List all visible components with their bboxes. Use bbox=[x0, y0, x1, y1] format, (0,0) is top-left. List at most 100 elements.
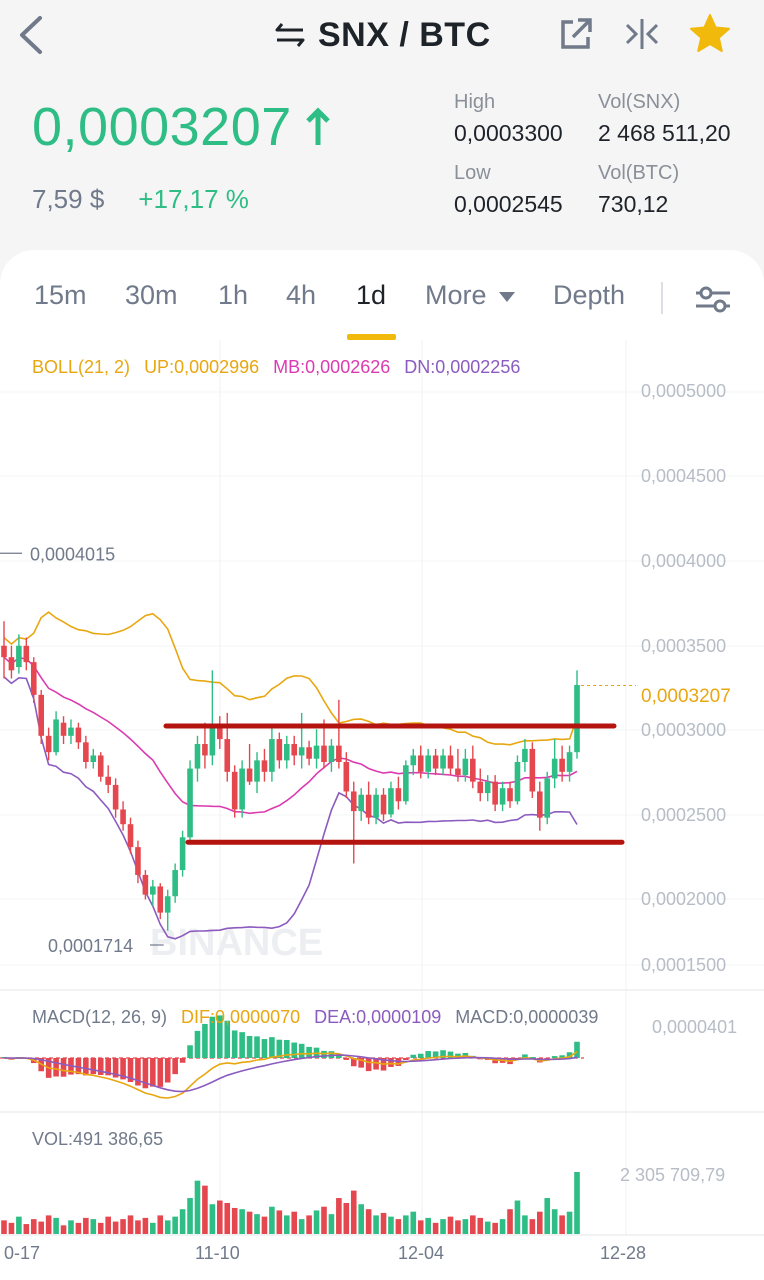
candle-body bbox=[194, 743, 201, 769]
external-link-icon[interactable] bbox=[556, 14, 596, 54]
candle bbox=[75, 722, 82, 749]
candle bbox=[395, 776, 402, 810]
tab-depth[interactable]: Depth bbox=[553, 280, 626, 310]
stat-low: Low 0,0002545 bbox=[454, 162, 563, 218]
candle bbox=[455, 748, 461, 782]
candle-body bbox=[343, 761, 350, 792]
candle-body bbox=[417, 755, 424, 772]
volume-bar bbox=[246, 1211, 253, 1234]
tab-1d[interactable]: 1d bbox=[356, 280, 387, 310]
pair-selector[interactable]: SNX / BTC bbox=[274, 14, 491, 56]
candle-body bbox=[492, 781, 498, 805]
volume-bar bbox=[373, 1215, 379, 1234]
volume-bar bbox=[306, 1215, 312, 1234]
candle bbox=[432, 748, 439, 776]
macd-histogram-bar bbox=[343, 1058, 350, 1060]
volume-bar bbox=[365, 1209, 372, 1234]
candle-body bbox=[120, 809, 126, 825]
candle bbox=[529, 742, 536, 799]
candle bbox=[239, 760, 245, 818]
volume-bar bbox=[150, 1222, 156, 1234]
chevron-left-icon[interactable] bbox=[14, 12, 50, 58]
macd-histogram-bar bbox=[239, 1032, 245, 1058]
macd-histogram-bar bbox=[440, 1050, 446, 1058]
candle-body bbox=[328, 745, 335, 762]
volume-bar bbox=[455, 1220, 461, 1234]
candle bbox=[120, 801, 126, 831]
interval-tabs: 15m 30m 1h 4h 1d More Depth bbox=[0, 268, 764, 338]
volume-bar bbox=[536, 1211, 543, 1234]
tab-15m[interactable]: 15m bbox=[34, 280, 87, 310]
candle bbox=[194, 735, 201, 782]
candle-body bbox=[164, 896, 171, 913]
candle-body bbox=[373, 794, 379, 818]
low-marker-label: 0,0001714 bbox=[48, 936, 133, 956]
candle-body bbox=[514, 761, 521, 802]
y-tick-4: 0,0003500 bbox=[641, 636, 727, 656]
candle-body bbox=[16, 645, 22, 668]
macd-value: MACD:0,0000039 bbox=[455, 1007, 599, 1027]
y-tick-5: 0,0003000 bbox=[641, 720, 727, 740]
candle-body bbox=[231, 771, 238, 810]
candle-body bbox=[470, 758, 476, 782]
candle-body bbox=[529, 748, 536, 792]
volume-bar bbox=[559, 1215, 565, 1234]
volume-legend: VOL:491 386,65 bbox=[32, 1129, 164, 1149]
macd-histogram-bar bbox=[559, 1055, 565, 1058]
candle bbox=[388, 781, 394, 818]
macd-histogram-bar bbox=[112, 1058, 119, 1078]
volume-bar bbox=[135, 1220, 141, 1234]
y-tick-3: 0,0004000 bbox=[641, 551, 727, 571]
macd-histogram-bar bbox=[127, 1058, 134, 1082]
candle-body bbox=[105, 776, 111, 785]
macd-histogram-bar bbox=[142, 1058, 149, 1089]
macd-histogram-bar bbox=[336, 1053, 342, 1058]
macd-histogram-bar bbox=[202, 1023, 208, 1058]
tab-4h[interactable]: 4h bbox=[286, 280, 317, 310]
candle-body bbox=[499, 788, 506, 805]
macd-histogram-bar bbox=[120, 1058, 126, 1080]
candle bbox=[16, 634, 22, 674]
volume-bar bbox=[105, 1216, 111, 1234]
candle bbox=[462, 748, 469, 782]
macd-legend: MACD(12, 26, 9) DIF:0,0000070 DEA:0,0000… bbox=[32, 1007, 598, 1028]
volume-bar bbox=[90, 1219, 97, 1234]
header-area: SNX / BTC 0,0003207 7,59 $ +17,17 % High… bbox=[0, 0, 764, 270]
candle-body bbox=[45, 735, 52, 753]
volume-bar bbox=[112, 1221, 119, 1234]
last-price-value: 0,0003207 bbox=[32, 97, 292, 157]
candle-body bbox=[187, 768, 193, 838]
star-icon[interactable] bbox=[688, 12, 732, 56]
volume-bar bbox=[350, 1190, 357, 1234]
macd-histogram-bar bbox=[350, 1058, 357, 1067]
tab-1h[interactable]: 1h bbox=[218, 280, 249, 310]
candle-body bbox=[142, 874, 149, 895]
tab-30m[interactable]: 30m bbox=[125, 280, 178, 310]
candle bbox=[551, 739, 558, 789]
last-price: 0,0003207 bbox=[32, 96, 330, 158]
candle bbox=[350, 781, 357, 864]
boll-mb: MB:0,0002626 bbox=[273, 357, 391, 377]
tab-more[interactable]: More bbox=[425, 280, 516, 311]
macd-histogram-bar bbox=[566, 1052, 573, 1058]
price-chart[interactable]: BINANCE 0,0004015 0,0001714 bbox=[0, 340, 764, 1280]
macd-histogram-bar bbox=[75, 1058, 82, 1075]
candle bbox=[373, 788, 379, 825]
macd-histogram-bar bbox=[90, 1058, 97, 1075]
candle-body bbox=[179, 837, 186, 871]
volume-bar bbox=[313, 1210, 320, 1234]
y-tick-8: 0,0001500 bbox=[641, 955, 727, 975]
macd-histogram-bar bbox=[217, 1015, 223, 1058]
volume-bar bbox=[328, 1214, 335, 1234]
macd-histogram-bar bbox=[254, 1036, 260, 1058]
stat-vol-quote-label: Vol(BTC) bbox=[598, 162, 680, 184]
candle bbox=[403, 760, 409, 805]
indicator-settings-icon[interactable] bbox=[694, 284, 732, 314]
volume-bar bbox=[1, 1220, 7, 1234]
volume-bar bbox=[187, 1198, 193, 1234]
volume-bar bbox=[425, 1217, 431, 1234]
volume-bar bbox=[202, 1185, 208, 1234]
volume-bar bbox=[440, 1219, 446, 1234]
split-compare-icon[interactable] bbox=[622, 14, 662, 54]
volume-bar bbox=[60, 1225, 67, 1234]
